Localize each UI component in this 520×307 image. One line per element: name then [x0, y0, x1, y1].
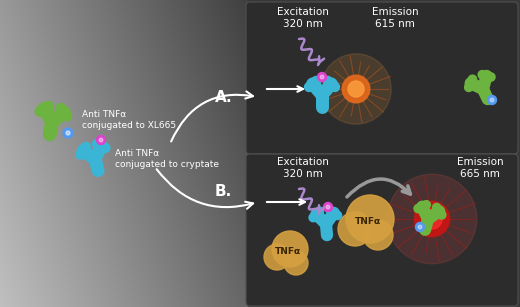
Circle shape — [320, 75, 324, 79]
Text: TNFα: TNFα — [355, 216, 381, 226]
Circle shape — [63, 128, 73, 138]
Circle shape — [387, 174, 477, 264]
Text: Excitation
320 nm: Excitation 320 nm — [277, 7, 329, 29]
Circle shape — [415, 202, 449, 236]
Circle shape — [99, 138, 103, 142]
Circle shape — [343, 76, 369, 102]
Circle shape — [346, 195, 394, 243]
Circle shape — [348, 81, 364, 97]
Text: Anti TNFα
conjugated to cryptate: Anti TNFα conjugated to cryptate — [115, 149, 219, 169]
Circle shape — [326, 205, 330, 209]
Circle shape — [318, 72, 327, 81]
Text: TNFα: TNFα — [275, 247, 301, 255]
Text: B.: B. — [215, 185, 232, 200]
Text: Anti TNFα
conjugated to XL665: Anti TNFα conjugated to XL665 — [82, 110, 176, 130]
Circle shape — [488, 95, 497, 104]
Circle shape — [422, 209, 442, 229]
Circle shape — [272, 231, 308, 267]
Circle shape — [321, 54, 391, 124]
FancyArrowPatch shape — [171, 91, 253, 142]
Text: Excitation
320 nm: Excitation 320 nm — [277, 157, 329, 179]
Circle shape — [490, 98, 494, 102]
Text: A.: A. — [215, 90, 232, 104]
Circle shape — [418, 225, 422, 229]
Circle shape — [97, 135, 106, 145]
Circle shape — [338, 212, 372, 246]
FancyBboxPatch shape — [246, 2, 518, 154]
Circle shape — [414, 201, 450, 237]
Circle shape — [323, 203, 332, 212]
Text: Emission
615 nm: Emission 615 nm — [372, 7, 418, 29]
Circle shape — [264, 244, 290, 270]
FancyArrowPatch shape — [157, 169, 253, 209]
Circle shape — [284, 251, 308, 275]
Circle shape — [363, 220, 393, 250]
Text: Emission
665 nm: Emission 665 nm — [457, 157, 503, 179]
Circle shape — [342, 75, 370, 103]
Circle shape — [66, 131, 70, 135]
Circle shape — [415, 223, 424, 231]
FancyBboxPatch shape — [246, 154, 518, 306]
FancyArrowPatch shape — [347, 179, 410, 197]
